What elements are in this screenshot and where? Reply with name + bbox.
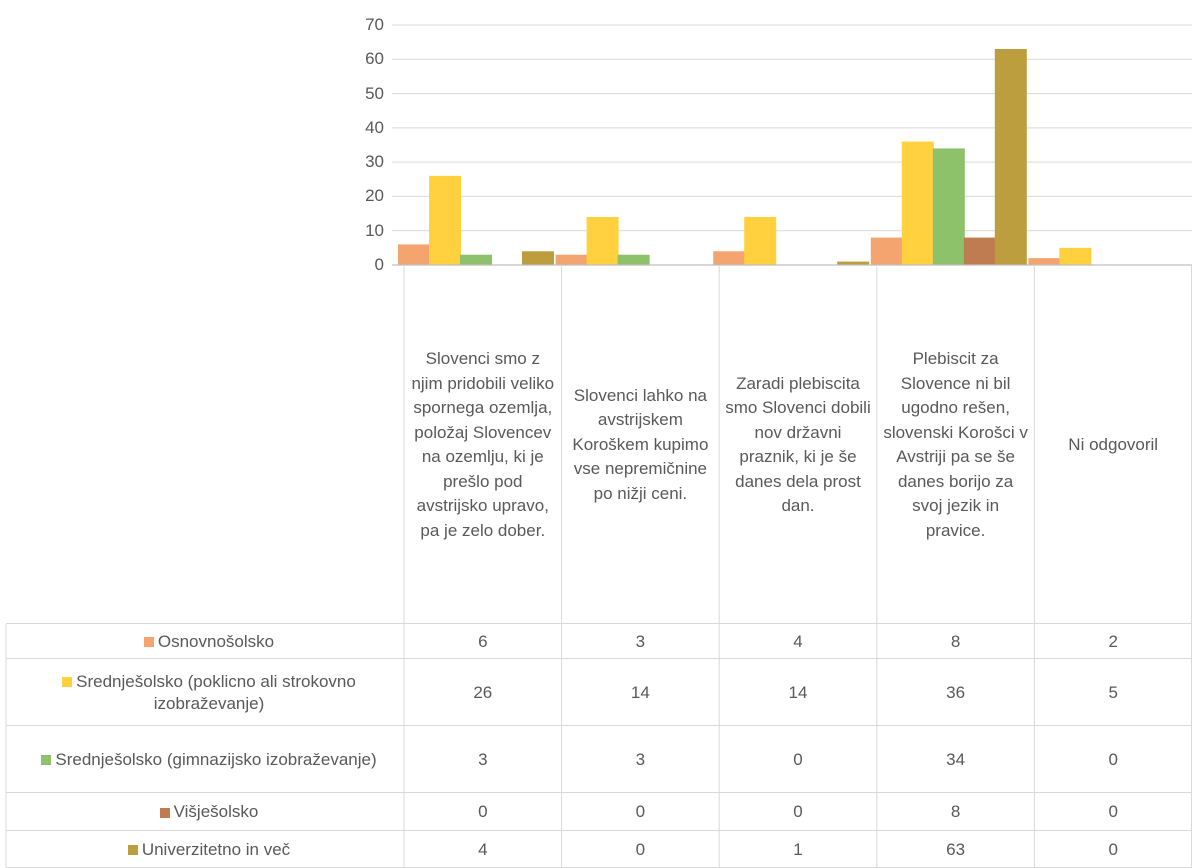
legend-text: Osnovnošolsko [143, 631, 275, 653]
legend-label: Srednješolsko (gimnazijsko izobraževanje… [55, 749, 377, 769]
y-tick-label: 40 [365, 117, 384, 137]
data-table-cell: 26 [473, 682, 493, 702]
bar-0-0 [398, 244, 430, 265]
data-table-cell: 0 [635, 802, 646, 821]
data-table-cell: 0 [635, 839, 646, 859]
bar-3-3 [963, 237, 996, 265]
bar-1-0 [429, 175, 461, 265]
bar-4-3 [994, 49, 1027, 265]
legend-label: Univerzitetno in več [141, 839, 291, 859]
category-label: Plebiscit za Slovence ni bil ugodno reše… [883, 349, 1028, 540]
data-table-cell: 8 [950, 631, 961, 651]
data-table-cell: 3 [635, 749, 646, 769]
category-label: Slovenci smo z njim pridobili veliko spo… [411, 349, 555, 540]
bar-2-0 [460, 254, 492, 265]
data-table-cell: 34 [946, 749, 966, 769]
bar-2-3 [932, 148, 965, 265]
data-table-cell: 1 [793, 839, 803, 859]
bar-4-2 [837, 261, 870, 265]
legend-swatch [127, 845, 138, 856]
y-tick-label: 70 [365, 15, 384, 34]
y-tick-label: 30 [365, 152, 384, 172]
data-table-cell: 14 [788, 682, 808, 702]
legend-swatch [41, 755, 52, 766]
bar-1-3 [901, 141, 934, 265]
legend-text: Srednješolsko (poklicno ali strokovno iz… [14, 671, 404, 715]
category-label: Slovenci lahko na avstrijskem Koroškem k… [572, 385, 709, 503]
data-table-cell: 14 [630, 682, 650, 702]
bar-0-1 [555, 254, 588, 265]
data-table-cell: 0 [793, 802, 803, 821]
legend-text: Višješolsko [159, 801, 259, 823]
legend-entry: Srednješolsko (poklicno ali strokovno iz… [14, 659, 404, 726]
data-table-cell: 0 [793, 749, 803, 769]
data-table-cell: 6 [478, 631, 488, 651]
data-table-cell: 36 [946, 682, 966, 702]
legend-entry: Univerzitetno in več [14, 831, 404, 868]
bar-4-0 [522, 251, 554, 265]
y-tick-label: 10 [365, 220, 384, 240]
data-table-cell: 4 [478, 839, 488, 859]
bar-1-1 [586, 217, 619, 265]
y-tick-label: 50 [365, 83, 384, 103]
data-table-cell: 2 [1108, 631, 1118, 651]
legend-text: Univerzitetno in več [127, 839, 291, 861]
data-table-cell: 3 [478, 749, 488, 769]
legend-label: Srednješolsko (poklicno ali strokovno iz… [76, 671, 356, 713]
data-table-cell: 0 [1108, 802, 1118, 821]
data-table-cell: 3 [635, 631, 646, 651]
legend-text: Srednješolsko (gimnazijsko izobraževanje… [41, 749, 377, 771]
data-table-cell: 8 [950, 802, 961, 821]
data-table-cell: 0 [1108, 749, 1118, 769]
data-table-cell: 5 [1108, 682, 1118, 702]
y-tick-label: 0 [374, 255, 384, 274]
category-label: Zaradi plebiscita smo Slovenci dobili no… [725, 373, 871, 516]
legend-swatch [159, 807, 170, 818]
legend-swatch [143, 637, 154, 648]
legend-label: Višješolsko [173, 802, 259, 821]
legend-label: Osnovnošolsko [157, 631, 275, 651]
bar-0-3 [870, 237, 903, 265]
data-table-cell: 0 [478, 802, 488, 821]
bar-0-2 [713, 251, 746, 265]
legend-entry: Osnovnošolsko [14, 624, 404, 659]
data-table-cell: 0 [1108, 839, 1118, 859]
bar-0-4 [1028, 258, 1061, 265]
bar-1-2 [744, 217, 777, 265]
legend-entry: Višješolsko [14, 793, 404, 831]
category-label: Ni odgovoril [1068, 434, 1159, 454]
y-tick-label: 60 [365, 49, 384, 69]
bar-2-1 [617, 254, 650, 265]
bar-1-4 [1059, 247, 1092, 265]
data-table-cell: 4 [793, 631, 803, 651]
legend-swatch [62, 677, 73, 688]
legend-entry: Srednješolsko (gimnazijsko izobraževanje… [14, 726, 404, 793]
data-table-cell: 63 [946, 839, 966, 859]
y-tick-label: 20 [365, 186, 384, 206]
